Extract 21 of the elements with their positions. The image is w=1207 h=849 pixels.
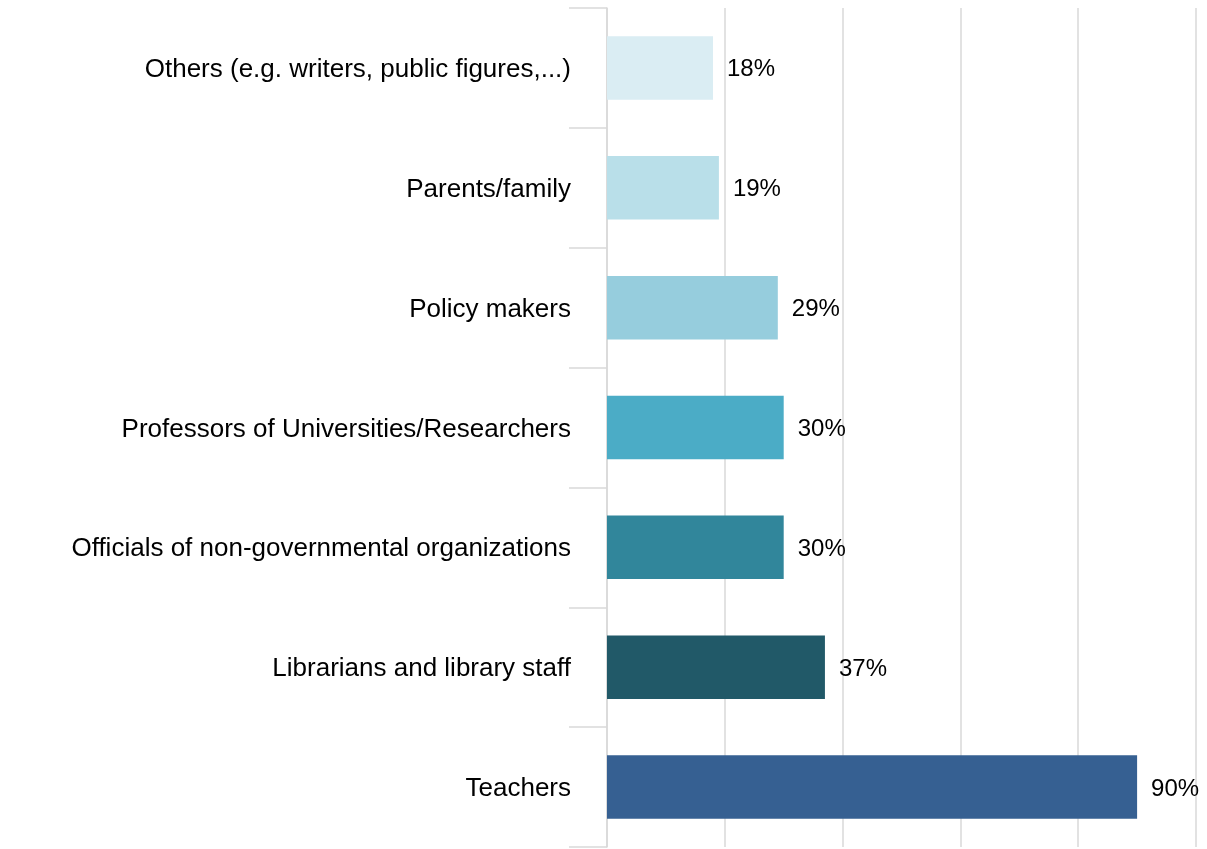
y-tick-label: Policy makers — [409, 292, 571, 323]
bar — [607, 755, 1138, 819]
y-tick-label: Officials of non-governmental organizations — [71, 532, 571, 563]
data-label: 18% — [727, 54, 776, 82]
bar — [607, 395, 784, 460]
bar — [607, 635, 825, 699]
data-label: 90% — [1151, 773, 1200, 801]
bar — [607, 156, 719, 220]
data-label: 29% — [791, 294, 840, 322]
data-label: 19% — [732, 174, 781, 202]
bar — [607, 275, 778, 340]
y-tick-label: Teachers — [465, 772, 571, 803]
data-label: 30% — [797, 533, 846, 561]
data-label: 30% — [797, 414, 846, 441]
y-tick-label: Professors of Universities/Researchers — [121, 412, 571, 443]
bar — [607, 515, 784, 580]
data-label: 37% — [838, 653, 887, 681]
bar — [607, 36, 714, 100]
y-tick-label: Librarians and library staff — [272, 652, 572, 683]
y-tick-label: Parents/family — [406, 172, 571, 203]
y-tick-label: Others (e.g. writers, public figures,...) — [144, 52, 571, 83]
